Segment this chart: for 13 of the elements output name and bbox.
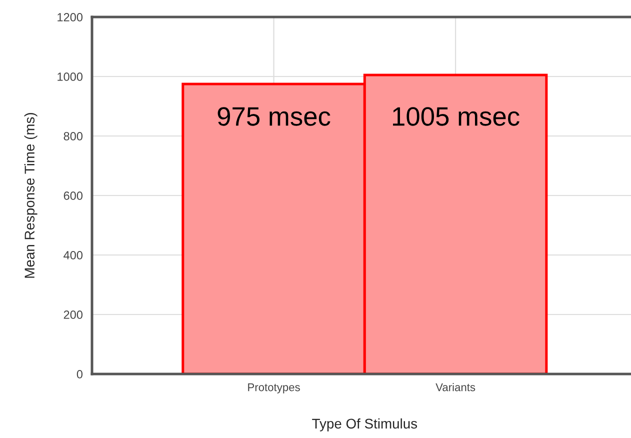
y-tick-label: 800 — [64, 132, 83, 140]
y-tick-label: 0 — [76, 370, 83, 378]
y-tick-label: 1000 — [58, 72, 83, 81]
y-tick-label: 200 — [64, 310, 83, 319]
x-tick-label: Variants — [436, 383, 476, 392]
y-tick-label: 1200 — [58, 13, 83, 22]
y-axis-title: Mean Response Time (ms) — [24, 112, 38, 278]
x-tick-label: Prototypes — [248, 383, 300, 394]
x-axis-title: Type Of Stimulus — [312, 418, 418, 432]
y-tick-label: 600 — [64, 192, 83, 200]
data-label: 975 msec — [218, 107, 330, 126]
data-label: 1005 msec — [393, 107, 520, 126]
y-tick-label: 400 — [64, 251, 83, 260]
